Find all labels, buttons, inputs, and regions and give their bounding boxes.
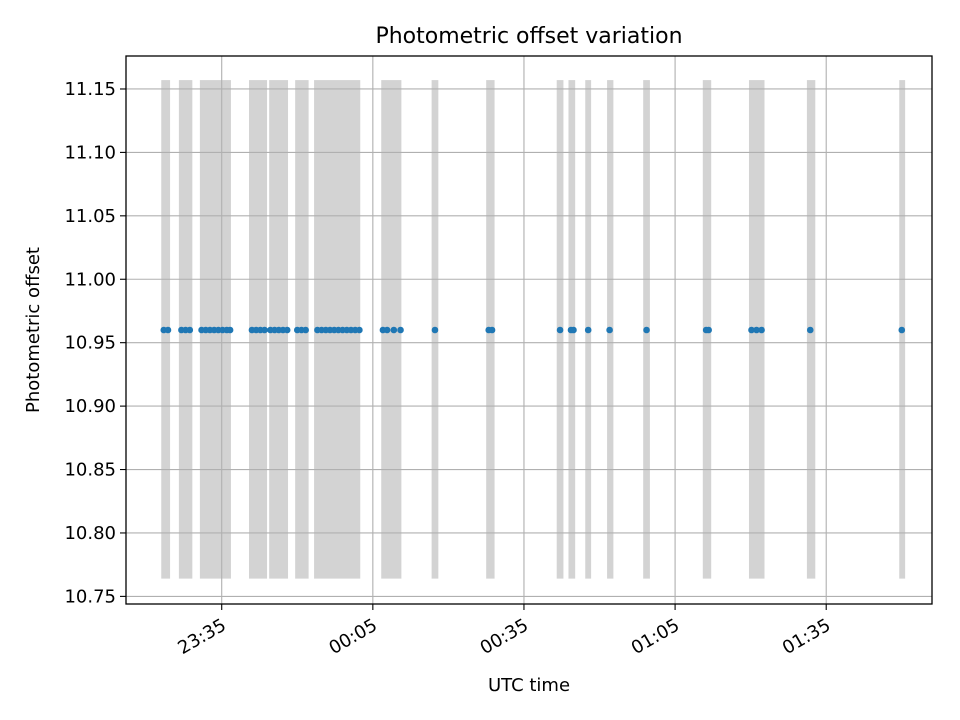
x-tick-label: 23:35 [174,615,229,659]
x-tick-label: 00:35 [477,615,532,659]
data-point [397,326,404,334]
data-point [643,326,650,334]
data-point [556,326,564,334]
data-point [758,326,765,334]
data-point [226,326,234,334]
data-point [356,326,363,334]
data-point [261,326,268,334]
data-point [748,326,755,334]
y-tick-label: 10.85 [64,460,116,481]
y-tick-label: 10.75 [64,586,116,607]
data-point [431,326,439,334]
data-point [584,326,592,334]
data-point [898,326,906,334]
data-point [164,326,172,334]
data-point [302,326,309,334]
data-point [186,326,194,334]
y-tick-label: 11.15 [64,79,116,100]
y-tick-label: 10.90 [64,396,116,417]
data-point [383,326,391,334]
x-tick-label: 00:05 [325,615,380,659]
y-tick-label: 11.05 [64,206,116,227]
data-point [806,326,814,334]
data-points [160,326,906,334]
y-tick-label: 11.10 [64,142,116,163]
chart-title: Photometric offset variation [375,24,682,49]
data-point [283,326,291,334]
grid-lines [126,56,932,604]
data-point [570,326,577,334]
data-point [705,326,712,334]
y-tick-label: 11.00 [64,269,116,290]
y-tick-label: 10.80 [64,523,116,544]
data-point [488,326,496,334]
plot-area [125,55,933,605]
data-point [390,326,398,334]
axes-frame [125,55,933,605]
x-tick-label: 01:35 [779,615,834,659]
x-tick-label: 01:05 [628,615,683,659]
y-tick-label: 10.95 [64,333,116,354]
y-axis: 10.75 10.80 10.85 10.90 10.95 11.00 11.05 11.10… [64,79,126,607]
x-axis: 23:35 00:05 00:35 01:05 01:35 [174,604,834,659]
x-axis-title: UTC time [488,675,570,696]
data-point [753,326,760,334]
data-point [606,326,613,334]
y-axis-title: Photometric offset [23,247,44,413]
